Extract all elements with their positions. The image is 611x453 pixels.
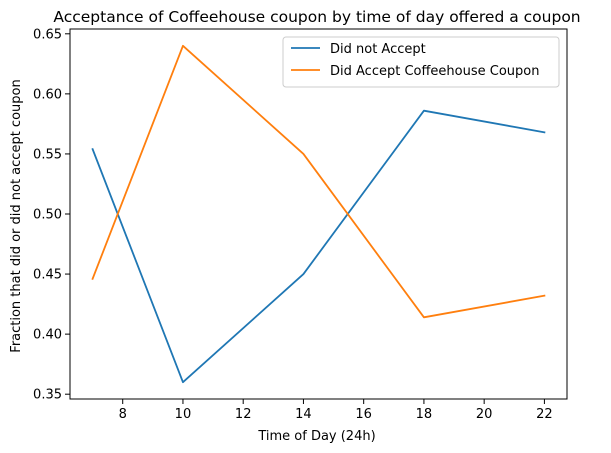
y-tick-label: 0.60 <box>33 87 62 102</box>
x-tick-label: 10 <box>175 407 192 422</box>
x-axis-label: Time of Day (24h) <box>257 429 375 444</box>
legend-box <box>282 36 560 88</box>
legend-label-did-not-accept: Did not Accept <box>330 42 426 57</box>
y-tick-label: 0.45 <box>33 268 62 283</box>
legend: Did not Accept Did Accept Coffeehouse Co… <box>282 36 560 88</box>
x-tick-label: 8 <box>119 407 127 422</box>
series-line-did-accept <box>91 44 546 319</box>
x-tick-label: 12 <box>235 407 252 422</box>
legend-label-did-accept: Did Accept Coffeehouse Coupon <box>330 64 539 79</box>
plot-area: 8 10 12 14 16 18 20 22 0.35 0.40 0.45 0.50 0.55 0.60… <box>33 27 568 422</box>
y-tick-label: 0.40 <box>33 328 62 343</box>
y-axis: 0.35 0.40 0.45 0.50 0.55 0.60 0.65 <box>33 27 70 403</box>
series-line-did-not-accept <box>91 109 546 384</box>
y-tick-label: 0.35 <box>33 388 62 403</box>
y-axis-label: Fraction that did or did not accept coup… <box>9 79 24 352</box>
x-tick-label: 20 <box>476 407 493 422</box>
series-group <box>91 44 546 384</box>
x-tick-label: 16 <box>355 407 372 422</box>
x-axis: 8 10 12 14 16 18 20 22 <box>119 399 553 422</box>
y-tick-label: 0.50 <box>33 208 62 223</box>
y-tick-label: 0.65 <box>33 27 62 42</box>
chart-title: Acceptance of Coffeehouse coupon by time… <box>53 8 580 26</box>
x-tick-label: 14 <box>295 407 312 422</box>
x-tick-label: 18 <box>416 407 433 422</box>
x-tick-label: 22 <box>536 407 553 422</box>
y-tick-label: 0.55 <box>33 147 62 162</box>
